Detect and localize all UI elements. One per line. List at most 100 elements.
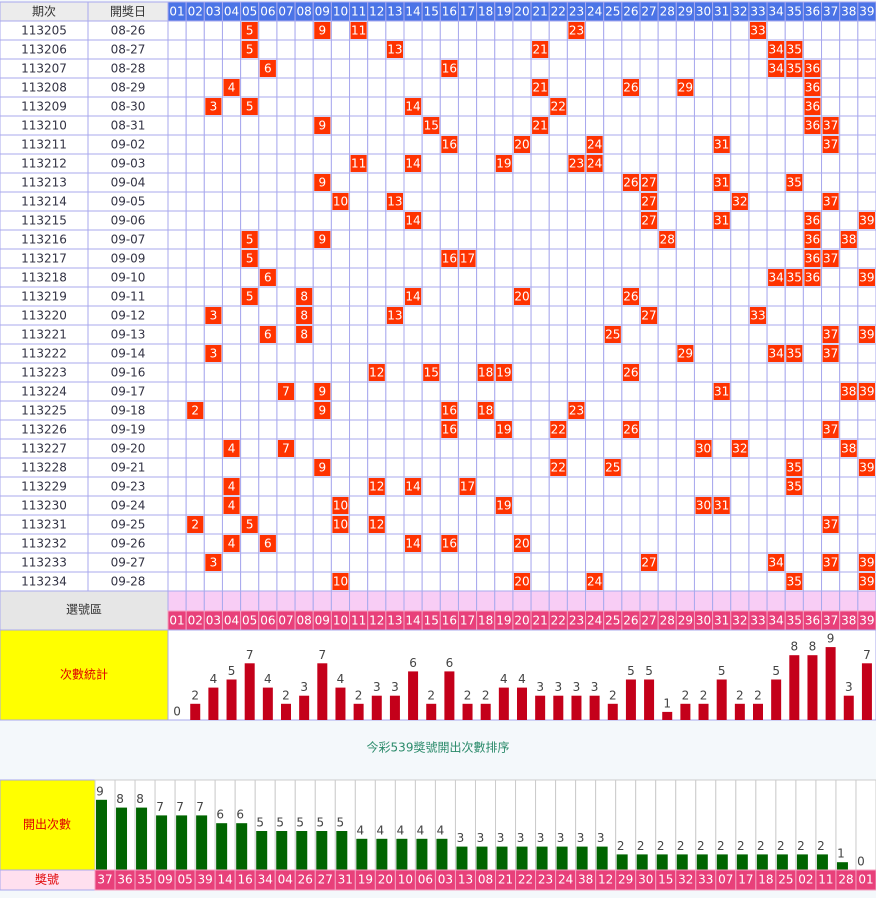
grid-cell — [258, 134, 278, 155]
ranking-count: 3 — [577, 831, 585, 845]
grid-cell — [185, 571, 205, 592]
drawn-number: 24 — [587, 157, 602, 171]
period: 113224 — [21, 385, 67, 399]
drawn-number-cell — [495, 497, 512, 514]
grid-cell — [566, 552, 587, 573]
grid-cell — [530, 533, 550, 554]
grid-cell — [730, 457, 750, 478]
count-label: 2 — [282, 688, 290, 702]
grid-cell — [530, 324, 550, 345]
grid-cell — [367, 248, 387, 269]
grid-cell — [693, 400, 714, 421]
drawn-number-cell — [314, 383, 331, 400]
grid-cell — [330, 153, 351, 174]
ranking-number-label: 獎號 — [35, 872, 59, 887]
ranking-number: 39 — [198, 873, 213, 887]
column-number: 39 — [859, 5, 874, 19]
ranking-bar — [516, 846, 528, 870]
grid-cell — [221, 571, 242, 592]
drawn-number-cell — [223, 478, 240, 495]
grid-cell — [748, 191, 768, 212]
grid-cell — [639, 77, 659, 98]
ranking-count: 3 — [517, 831, 525, 845]
grid-cell — [821, 172, 841, 193]
grid-cell — [457, 77, 478, 98]
column-number: 38 — [841, 5, 856, 19]
grid-cell — [748, 58, 768, 79]
grid-cell — [821, 457, 841, 478]
grid-cell — [548, 533, 568, 554]
grid-cell — [621, 191, 641, 212]
grid-cell — [439, 191, 459, 212]
column-number: 22 — [551, 5, 566, 19]
grid-cell — [675, 438, 695, 459]
grid-cell — [530, 476, 550, 497]
grid-cell — [240, 305, 260, 326]
grid-cell — [712, 39, 732, 60]
period: 113231 — [21, 518, 67, 532]
grid-cell — [548, 210, 568, 231]
grid-cell — [439, 20, 459, 41]
count-bar — [281, 703, 291, 720]
drawn-number: 28 — [660, 233, 675, 247]
grid-cell — [712, 305, 732, 326]
ranking-count: 7 — [156, 800, 164, 814]
grid-cell — [821, 381, 841, 402]
grid-cell — [548, 172, 568, 193]
drawn-number-cell — [804, 98, 821, 115]
grid-cell — [766, 457, 786, 478]
grid-cell — [330, 172, 351, 193]
grid-cell — [857, 495, 876, 516]
grid-cell — [675, 362, 695, 383]
grid-cell — [476, 77, 496, 98]
grid-cell — [476, 210, 496, 231]
drawn-number: 14 — [405, 537, 420, 551]
ranking-count: 2 — [797, 839, 805, 853]
count-bar — [807, 655, 818, 720]
ranking-bar — [96, 799, 107, 870]
drawn-number: 4 — [228, 499, 236, 513]
grid-cell — [530, 58, 550, 79]
grid-cell — [639, 153, 659, 174]
grid-cell — [839, 343, 859, 364]
grid-cell — [839, 552, 859, 573]
grid-cell — [548, 438, 568, 459]
count-label: 3 — [536, 680, 544, 694]
drawn-number: 23 — [569, 24, 584, 38]
grid-cell — [221, 324, 242, 345]
drawn-number: 16 — [442, 423, 457, 437]
drawn-number-cell — [858, 383, 875, 400]
count-bar — [662, 711, 673, 720]
drawn-number: 9 — [318, 24, 326, 38]
grid-cell — [603, 115, 623, 136]
grid-cell — [512, 210, 532, 231]
grid-cell — [294, 115, 314, 136]
grid-cell — [748, 267, 768, 288]
grid-cell — [730, 495, 750, 516]
grid-cell — [221, 39, 242, 60]
grid-cell — [621, 381, 641, 402]
select-cell — [258, 590, 278, 612]
ranking-count: 5 — [336, 816, 344, 830]
drawn-number: 18 — [478, 366, 493, 380]
grid-cell — [421, 305, 441, 326]
ranking-bar — [256, 831, 268, 870]
grid-cell — [385, 552, 405, 573]
select-cell — [457, 590, 478, 612]
grid-cell — [802, 381, 823, 402]
grid-cell — [203, 39, 223, 60]
grid-cell — [603, 400, 623, 421]
grid-cell — [639, 267, 659, 288]
grid-cell — [439, 115, 459, 136]
ranking-count: 3 — [597, 831, 605, 845]
grid-cell — [548, 400, 568, 421]
header-period: 期次 — [32, 5, 56, 19]
grid-cell — [566, 248, 587, 269]
ranking-bar — [696, 854, 708, 870]
grid-cell — [367, 115, 387, 136]
drawn-number: 35 — [787, 62, 802, 76]
drawn-number-cell — [495, 364, 512, 381]
grid-cell — [675, 305, 695, 326]
grid-cell — [439, 77, 459, 98]
date: 09-17 — [111, 385, 146, 399]
